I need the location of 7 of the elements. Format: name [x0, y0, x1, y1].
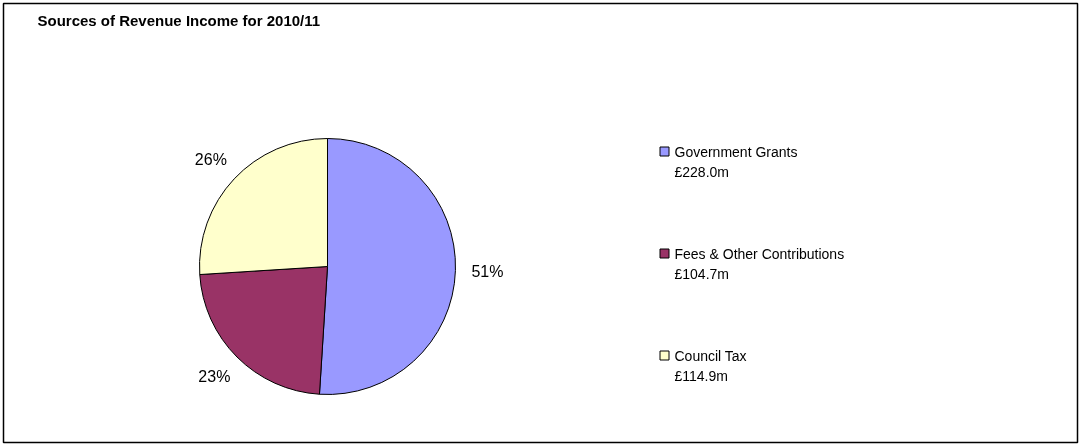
- data-label: 26%: [194, 151, 227, 169]
- legend-label: Government Grants £228.0m: [674, 143, 798, 181]
- legend-label: Council Tax £114.9m: [674, 347, 747, 385]
- chart-title: Sources of Revenue Income for 2010/11: [37, 12, 321, 29]
- data-label: 23%: [198, 368, 231, 386]
- legend-label: Fees & Other Contributions £104.7m: [674, 245, 845, 283]
- data-label: 51%: [471, 262, 504, 280]
